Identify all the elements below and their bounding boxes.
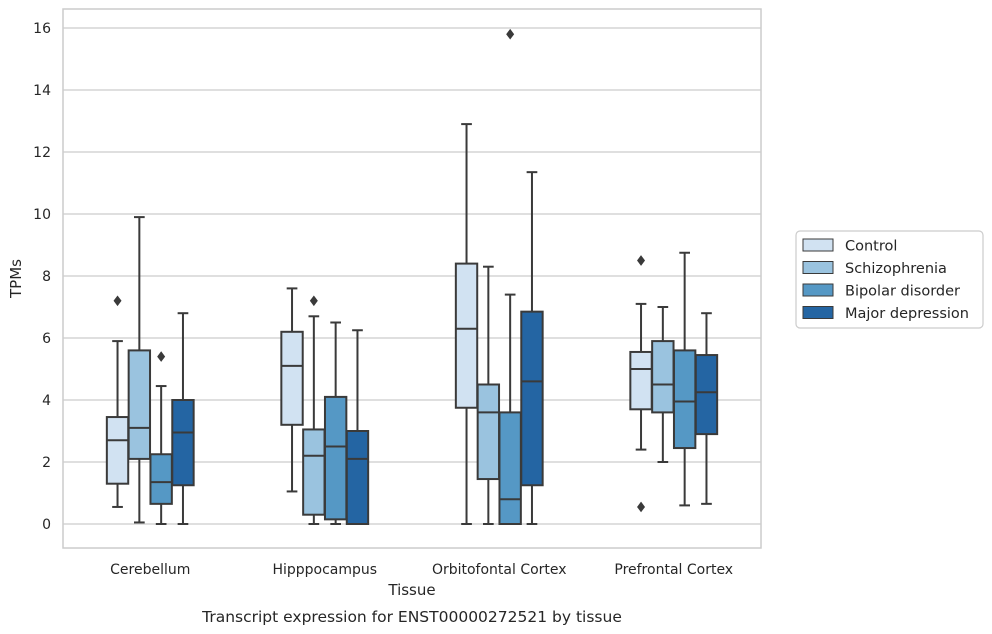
- plot-frame: [62, 8, 762, 549]
- box-body: [694, 354, 719, 436]
- box-body: [105, 416, 130, 485]
- box-body: [476, 383, 501, 481]
- box-major-depression: [694, 312, 719, 505]
- x-tick-label: Prefrontal Cortex: [614, 562, 733, 578]
- box-body: [302, 428, 326, 516]
- y-tick-label: 4: [42, 393, 51, 409]
- legend-label: Major depression: [845, 306, 969, 322]
- legend-swatch: [802, 306, 834, 319]
- box-body: [280, 330, 304, 426]
- box-body: [651, 340, 675, 414]
- box-major-depression: [171, 312, 195, 525]
- box-control: [105, 295, 130, 508]
- box-major-depression: [520, 171, 544, 525]
- box-control: [280, 287, 304, 493]
- box-body: [672, 349, 697, 450]
- box-body: [127, 349, 152, 460]
- legend-swatch: [802, 283, 834, 297]
- y-tick-label: 0: [42, 517, 51, 533]
- x-tick-label: Hipppocampus: [272, 562, 377, 578]
- legend-swatch: [802, 261, 834, 274]
- x-axis-label: Tissue: [387, 581, 435, 599]
- box-schizophrenia: [127, 216, 152, 524]
- box-bipolar-disorder: [498, 28, 522, 525]
- box-bipolar-disorder: [149, 351, 173, 525]
- y-tick-label: 6: [42, 331, 51, 347]
- outlier-point: [157, 351, 166, 362]
- y-tick-label: 8: [42, 269, 51, 285]
- y-tick-label: 10: [33, 207, 51, 223]
- box-body: [520, 310, 544, 487]
- box-body: [498, 411, 522, 525]
- legend: Control Schizophrenia Bipolar disorder Majo…: [795, 230, 984, 329]
- box-schizophrenia: [302, 295, 326, 525]
- outlier-point: [637, 501, 646, 513]
- box-series: [105, 28, 719, 525]
- box-bipolar-disorder: [672, 251, 697, 507]
- y-tick-label: 12: [33, 145, 51, 161]
- box-body: [454, 262, 479, 409]
- x-tick-label: Orbitofontal Cortex: [432, 562, 567, 578]
- chart-caption: Transcript expression for ENST0000027252…: [201, 608, 622, 626]
- legend-frame: [795, 230, 984, 329]
- legend-label: Control: [845, 239, 897, 255]
- y-tick-labels: 0 2 4 6 8 10 12 14 16: [33, 21, 51, 533]
- box-control: [454, 123, 479, 525]
- y-tick-label: 2: [42, 455, 51, 471]
- x-tick-label: Cerebellum: [110, 562, 190, 578]
- box-schizophrenia: [476, 265, 501, 525]
- grid-lines: [63, 27, 761, 525]
- box-body: [149, 453, 173, 505]
- outlier-point: [309, 295, 318, 307]
- outlier-point: [637, 255, 646, 266]
- legend-swatch: [802, 238, 834, 252]
- outlier-point: [113, 295, 122, 307]
- y-axis-label: TPMs: [7, 259, 25, 299]
- box-body: [171, 399, 195, 487]
- box-control: [629, 255, 653, 513]
- box-bipolar-disorder: [323, 321, 348, 525]
- box-schizophrenia: [651, 306, 675, 463]
- x-tick-labels: Cerebellum Hipppocampus Orbitofontal Corte…: [110, 562, 733, 578]
- outlier-point: [506, 28, 515, 40]
- box-major-depression: [345, 329, 370, 525]
- legend-label: Schizophrenia: [845, 261, 947, 277]
- box-body: [629, 350, 653, 411]
- box-body: [323, 395, 348, 521]
- y-tick-label: 16: [33, 21, 51, 37]
- legend-label: Bipolar disorder: [845, 284, 960, 300]
- box-body: [345, 430, 370, 525]
- y-tick-label: 14: [33, 83, 51, 99]
